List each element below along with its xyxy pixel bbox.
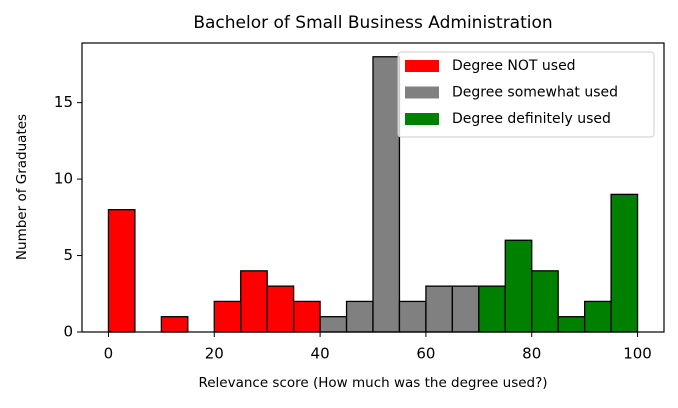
x-tick-label: 40 [311,345,330,363]
bar [557,316,586,333]
x-tick-label: 100 [623,345,652,363]
y-tick-label: 15 [54,93,73,111]
bar [425,285,454,333]
bar [107,209,136,333]
bar [213,300,242,333]
bar [531,270,559,333]
plot-frame [81,42,665,333]
bar [504,239,533,333]
y-axis-label: Number of Graduates [14,114,30,260]
x-tick-label: 80 [522,345,541,363]
bar [398,300,427,333]
x-tick-label: 20 [205,345,224,363]
bar [583,300,612,333]
legend-swatch [405,60,439,72]
y-tick-label: 5 [63,246,73,264]
y-tick-label: 10 [54,170,73,188]
y-tick-label: 0 [63,323,73,341]
bar [160,316,189,333]
x-tick-label: 0 [104,345,114,363]
legend-label: Degree definitely used [452,111,611,127]
bar [240,270,268,333]
bar [372,56,401,333]
bar [319,316,348,333]
legend-swatch [405,113,439,125]
bar [478,285,506,333]
bar [292,300,321,333]
x-tick-label: 60 [416,345,435,363]
legend-label: Degree NOT used [452,58,576,74]
legend-box [397,51,655,138]
chart-title: Bachelor of Small Business Administratio… [193,13,552,33]
legend-label: Degree somewhat used [452,85,618,101]
legend-swatch [405,86,439,99]
bar [610,193,639,333]
x-axis-label: Relevance score (How much was the degree… [198,375,547,391]
bar [266,285,295,333]
bar [451,285,480,333]
bar [345,300,374,333]
